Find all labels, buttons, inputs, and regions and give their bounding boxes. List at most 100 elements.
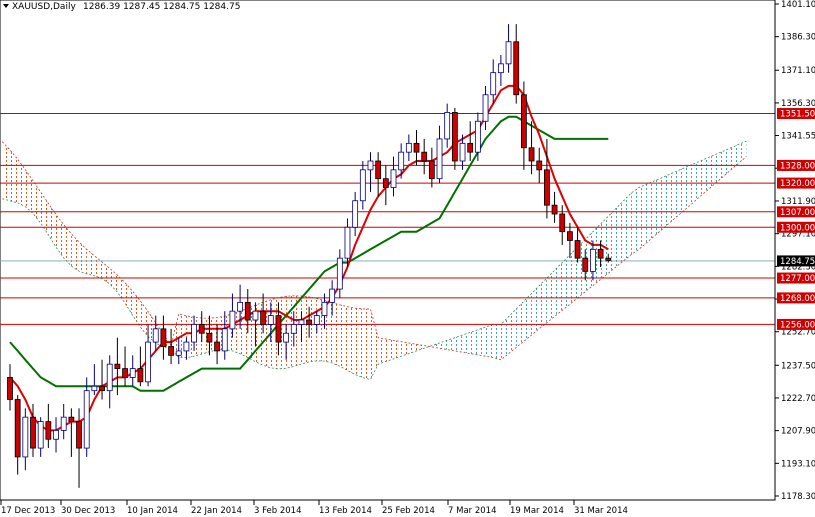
cloud-segment — [569, 247, 578, 305]
bull-candle — [474, 120, 481, 153]
chart-header: XAUUSD,Daily 1286.39 1287.45 1284.75 128… — [3, 2, 240, 12]
bear-candle — [582, 257, 589, 272]
bear-candle — [114, 363, 121, 369]
bear-candle — [544, 169, 550, 206]
x-tick-label: 3 Feb 2014 — [254, 506, 302, 516]
x-tick-label: 10 Jan 2014 — [127, 506, 178, 516]
bull-candle — [505, 41, 512, 65]
bull-candle — [352, 200, 359, 228]
bear-candle — [520, 94, 527, 149]
cloud-segment — [117, 275, 126, 304]
bear-candle — [168, 346, 174, 356]
cloud-segment — [240, 308, 248, 358]
bull-candle — [283, 332, 290, 343]
bull-candle — [313, 315, 320, 325]
bear-candle — [567, 231, 573, 241]
bull-candle — [183, 341, 190, 352]
bear-candle — [45, 421, 52, 440]
bull-candle — [252, 310, 259, 321]
cloud-segment — [700, 157, 708, 197]
bull-candle — [436, 138, 443, 180]
cloud-segment — [508, 308, 517, 354]
bear-candle — [7, 377, 13, 400]
symbol-label: XAUUSD,Daily — [12, 2, 76, 12]
cloud-segment — [562, 254, 570, 311]
x-tick-label: 25 Feb 2014 — [382, 506, 435, 516]
cloud-segment — [370, 308, 379, 380]
bear-candle — [574, 240, 581, 259]
cloud-segment — [2, 141, 10, 201]
y-tick-label: 1282.30 — [781, 262, 815, 272]
bear-candle — [206, 332, 213, 343]
level-label-box — [777, 206, 815, 218]
cloud-segment — [140, 300, 149, 337]
cloud-segment — [462, 332, 471, 354]
bear-candle — [421, 151, 428, 162]
cloud-segment — [454, 335, 463, 353]
bull-candle — [590, 248, 596, 272]
bull-candle — [405, 142, 412, 153]
cloud-segment — [56, 214, 64, 258]
bear-candle — [137, 368, 144, 383]
bull-candle — [221, 328, 228, 352]
cloud-segment — [393, 340, 402, 359]
senkou-b-line — [2, 141, 747, 361]
price-labels: 1351.50 1328.00 1320.00 1307.00 1300.00 1277.… — [777, 108, 815, 330]
cloud-segment — [738, 141, 747, 164]
cloud-segment — [48, 203, 57, 248]
dropdown-arrow-icon[interactable] — [3, 4, 9, 8]
cloud-segment — [730, 144, 739, 170]
cloud-segment — [531, 285, 540, 336]
level-label-box — [777, 221, 815, 233]
y-tick-label: 1297.10 — [781, 230, 815, 240]
bull-candle — [367, 160, 374, 171]
cloud-segment — [10, 149, 18, 203]
level-label-box — [777, 272, 815, 284]
x-tick-label: 17 Dec 2013 — [1, 506, 55, 516]
level-label-box — [777, 292, 815, 304]
bear-candle — [244, 301, 251, 321]
cloud-segment — [362, 308, 371, 380]
cloud-segment — [485, 324, 494, 358]
level-label-text: 1277.00 — [780, 274, 815, 284]
bull-candle — [482, 94, 489, 122]
cloud-segment — [500, 316, 509, 360]
y-tick-label: 1252.70 — [781, 328, 815, 338]
level-label-text: 1256.00 — [780, 320, 815, 330]
cloud-segment — [347, 306, 356, 375]
bear-candle — [30, 416, 36, 449]
y-tick-label: 1193.10 — [781, 459, 815, 469]
level-label-text: 1268.00 — [780, 294, 815, 304]
cloud-segment — [71, 233, 80, 272]
bear-candle — [413, 142, 420, 153]
bear-candle — [536, 160, 543, 171]
bear-candle — [528, 147, 535, 162]
y-tick-label: 1222.70 — [781, 394, 815, 404]
bull-candle — [267, 315, 274, 325]
cloud-segment — [615, 200, 624, 268]
bull-candle — [152, 328, 159, 343]
y-tick-label: 1341.55 — [781, 132, 815, 142]
x-tick-label: 30 Dec 2013 — [61, 506, 115, 516]
cloud-segment — [25, 169, 34, 214]
bull-candle — [497, 63, 504, 74]
cloud-segment — [79, 242, 87, 274]
x-tick-label: 13 Feb 2014 — [319, 506, 372, 516]
cloud-segment — [378, 337, 386, 365]
bull-candle — [359, 169, 366, 202]
x-tick-label: 19 Mar 2014 — [510, 506, 564, 516]
current-price-box — [777, 255, 815, 267]
cloud-segment — [309, 296, 317, 362]
cloud-segment — [408, 342, 417, 354]
cloud-segment — [523, 293, 532, 342]
bear-candle — [306, 319, 313, 325]
bear-candle — [198, 324, 205, 334]
current-price-label: 1284.75 — [780, 257, 815, 267]
cloud-segment — [385, 338, 394, 362]
bear-candle — [68, 416, 75, 422]
bear-candle — [605, 257, 612, 261]
cloud-segment — [109, 268, 118, 293]
cloud-segment — [638, 184, 647, 250]
x-axis: 17 Dec 2013 30 Dec 2013 10 Jan 2014 22 Jan … — [0, 499, 775, 516]
